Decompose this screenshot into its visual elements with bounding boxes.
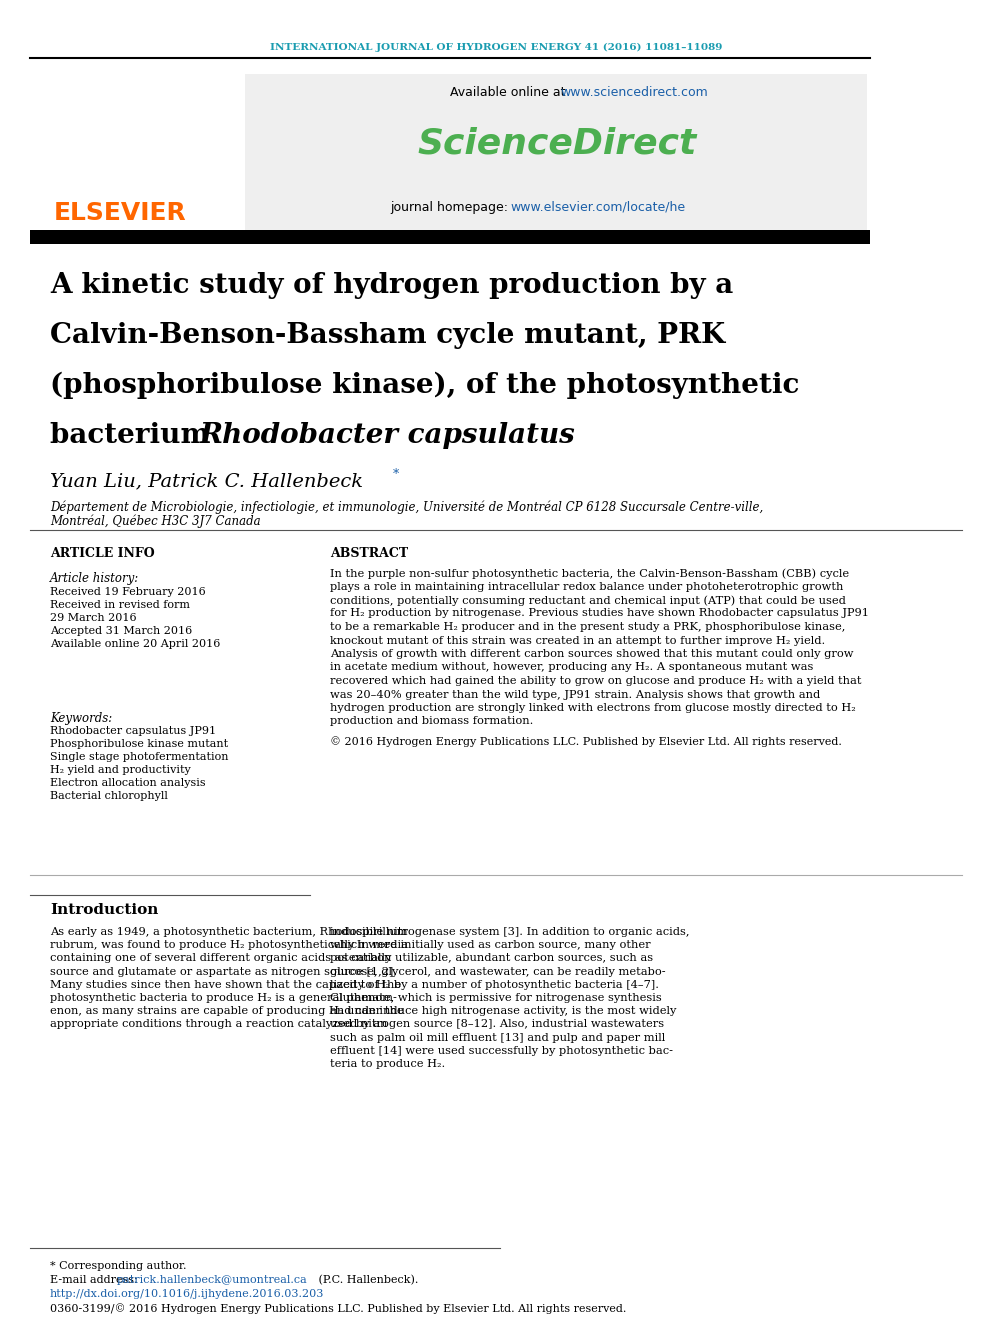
Text: enon, as many strains are capable of producing H₂ under the: enon, as many strains are capable of pro… <box>50 1007 404 1016</box>
Text: teria to produce H₂.: teria to produce H₂. <box>330 1058 445 1069</box>
Text: bacterium: bacterium <box>50 422 219 448</box>
Text: Département de Microbiologie, infectiologie, et immunologie, Université de Montr: Département de Microbiologie, infectiolo… <box>50 500 763 513</box>
Text: In the purple non-sulfur photosynthetic bacteria, the Calvin-Benson-Bassham (CBB: In the purple non-sulfur photosynthetic … <box>330 568 849 578</box>
Text: Introduction: Introduction <box>50 904 159 917</box>
Text: knockout mutant of this strain was created in an attempt to further improve H₂ y: knockout mutant of this strain was creat… <box>330 635 825 646</box>
Text: *: * <box>393 468 399 482</box>
Text: potentially utilizable, abundant carbon sources, such as: potentially utilizable, abundant carbon … <box>330 954 653 963</box>
Text: Received in revised form: Received in revised form <box>50 601 190 610</box>
Text: INTERNATIONAL JOURNAL OF HYDROGEN ENERGY 41 (2016) 11081–11089: INTERNATIONAL JOURNAL OF HYDROGEN ENERGY… <box>270 42 722 52</box>
Text: recovered which had gained the ability to grow on glucose and produce H₂ with a : recovered which had gained the ability t… <box>330 676 861 687</box>
Text: A kinetic study of hydrogen production by a: A kinetic study of hydrogen production b… <box>50 273 733 299</box>
Text: to be a remarkable H₂ producer and in the present study a PRK, phosphoribulose k: to be a remarkable H₂ producer and in th… <box>330 622 845 632</box>
Text: used nitrogen source [8–12]. Also, industrial wastewaters: used nitrogen source [8–12]. Also, indus… <box>330 1020 664 1029</box>
Text: Single stage photofermentation: Single stage photofermentation <box>50 751 228 762</box>
Text: ScienceDirect: ScienceDirect <box>418 126 696 160</box>
Text: Received 19 February 2016: Received 19 February 2016 <box>50 587 205 597</box>
Text: glucose, glycerol, and wastewater, can be readily metabo-: glucose, glycerol, and wastewater, can b… <box>330 967 666 976</box>
FancyBboxPatch shape <box>30 230 870 243</box>
Text: lized to H₂ by a number of photosynthetic bacteria [4–7].: lized to H₂ by a number of photosyntheti… <box>330 980 659 990</box>
Text: Available online 20 April 2016: Available online 20 April 2016 <box>50 639 220 650</box>
Text: journal homepage:: journal homepage: <box>390 201 512 213</box>
Text: plays a role in maintaining intracellular redox balance under photoheterotrophic: plays a role in maintaining intracellula… <box>330 582 843 591</box>
Text: source and glutamate or aspartate as nitrogen source [1,2].: source and glutamate or aspartate as nit… <box>50 967 397 976</box>
Text: Keywords:: Keywords: <box>50 712 112 725</box>
Text: * Corresponding author.: * Corresponding author. <box>50 1261 186 1271</box>
Text: http://dx.doi.org/10.1016/j.ijhydene.2016.03.203: http://dx.doi.org/10.1016/j.ijhydene.201… <box>50 1289 324 1299</box>
Text: Accepted 31 March 2016: Accepted 31 March 2016 <box>50 626 192 636</box>
Text: and can induce high nitrogenase activity, is the most widely: and can induce high nitrogenase activity… <box>330 1007 677 1016</box>
Text: such as palm oil mill effluent [13] and pulp and paper mill: such as palm oil mill effluent [13] and … <box>330 1032 666 1043</box>
Text: effluent [14] were used successfully by photosynthetic bac-: effluent [14] were used successfully by … <box>330 1045 673 1056</box>
Text: ABSTRACT: ABSTRACT <box>330 546 408 560</box>
FancyBboxPatch shape <box>245 74 867 232</box>
Text: was 20–40% greater than the wild type, JP91 strain. Analysis shows that growth a: was 20–40% greater than the wild type, J… <box>330 689 820 700</box>
Text: patrick.hallenbeck@umontreal.ca: patrick.hallenbeck@umontreal.ca <box>117 1275 308 1285</box>
Text: www.elsevier.com/locate/he: www.elsevier.com/locate/he <box>510 201 685 213</box>
Text: (P.C. Hallenbeck).: (P.C. Hallenbeck). <box>315 1275 419 1286</box>
Text: Glutamate, which is permissive for nitrogenase synthesis: Glutamate, which is permissive for nitro… <box>330 994 662 1003</box>
Text: rubrum, was found to produce H₂ photosynthetically in media: rubrum, was found to produce H₂ photosyn… <box>50 941 408 950</box>
Text: Yuan Liu, Patrick C. Hallenbeck: Yuan Liu, Patrick C. Hallenbeck <box>50 472 363 490</box>
Text: in acetate medium without, however, producing any H₂. A spontaneous mutant was: in acetate medium without, however, prod… <box>330 663 813 672</box>
Text: Analysis of growth with different carbon sources showed that this mutant could o: Analysis of growth with different carbon… <box>330 650 853 659</box>
Text: Phosphoribulose kinase mutant: Phosphoribulose kinase mutant <box>50 740 228 749</box>
Text: containing one of several different organic acids as carbon: containing one of several different orga… <box>50 954 392 963</box>
Text: As early as 1949, a photosynthetic bacterium, Rhodospirillum: As early as 1949, a photosynthetic bacte… <box>50 927 408 937</box>
Text: which were initially used as carbon source, many other: which were initially used as carbon sour… <box>330 941 651 950</box>
Text: production and biomass formation.: production and biomass formation. <box>330 717 534 726</box>
Text: www.sciencedirect.com: www.sciencedirect.com <box>560 86 707 99</box>
Text: inducible nitrogenase system [3]. In addition to organic acids,: inducible nitrogenase system [3]. In add… <box>330 927 689 937</box>
Text: Calvin-Benson-Bassham cycle mutant, PRK: Calvin-Benson-Bassham cycle mutant, PRK <box>50 321 725 349</box>
Text: Article history:: Article history: <box>50 572 139 585</box>
Text: © 2016 Hydrogen Energy Publications LLC. Published by Elsevier Ltd. All rights r: © 2016 Hydrogen Energy Publications LLC.… <box>330 736 842 746</box>
Text: conditions, potentially consuming reductant and chemical input (ATP) that could : conditions, potentially consuming reduct… <box>330 595 846 606</box>
Text: 0360-3199/© 2016 Hydrogen Energy Publications LLC. Published by Elsevier Ltd. Al: 0360-3199/© 2016 Hydrogen Energy Publica… <box>50 1303 626 1314</box>
Text: Electron allocation analysis: Electron allocation analysis <box>50 778 205 789</box>
Text: Rhodobacter capsulatus JP91: Rhodobacter capsulatus JP91 <box>50 726 216 736</box>
Text: Montréal, Québec H3C 3J7 Canada: Montréal, Québec H3C 3J7 Canada <box>50 515 261 528</box>
Text: for H₂ production by nitrogenase. Previous studies have shown Rhodobacter capsul: for H₂ production by nitrogenase. Previo… <box>330 609 869 618</box>
Text: Available online at: Available online at <box>450 86 569 99</box>
Text: E-mail address:: E-mail address: <box>50 1275 141 1285</box>
Text: Bacterial chlorophyll: Bacterial chlorophyll <box>50 791 168 800</box>
Text: (phosphoribulose kinase), of the photosynthetic: (phosphoribulose kinase), of the photosy… <box>50 372 800 400</box>
Text: Many studies since then have shown that the capacity of the: Many studies since then have shown that … <box>50 980 401 990</box>
Text: hydrogen production are strongly linked with electrons from glucose mostly direc: hydrogen production are strongly linked … <box>330 703 856 713</box>
Text: ELSEVIER: ELSEVIER <box>54 201 186 225</box>
Text: 29 March 2016: 29 March 2016 <box>50 613 137 623</box>
Text: H₂ yield and productivity: H₂ yield and productivity <box>50 765 190 775</box>
Text: photosynthetic bacteria to produce H₂ is a general phenom-: photosynthetic bacteria to produce H₂ is… <box>50 994 397 1003</box>
Text: ARTICLE INFO: ARTICLE INFO <box>50 546 155 560</box>
Text: appropriate conditions through a reaction catalyzed by an: appropriate conditions through a reactio… <box>50 1020 387 1029</box>
Text: Rhodobacter capsulatus: Rhodobacter capsulatus <box>200 422 575 448</box>
